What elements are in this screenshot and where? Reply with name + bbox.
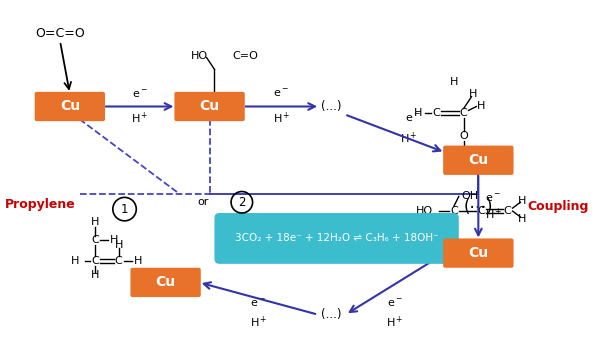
Text: e$^-$: e$^-$ (132, 89, 147, 100)
Text: C: C (115, 256, 123, 266)
Text: e$^-$: e$^-$ (250, 297, 267, 308)
Text: 1: 1 (121, 202, 128, 215)
Text: C=O: C=O (232, 51, 258, 61)
Text: HO: HO (191, 51, 208, 61)
Text: H$^+$: H$^+$ (250, 315, 267, 330)
Text: H: H (91, 217, 99, 227)
Text: (...): (...) (321, 308, 342, 321)
Text: H: H (470, 89, 477, 99)
Text: H$^+$: H$^+$ (400, 131, 417, 146)
Text: C: C (477, 206, 485, 216)
Text: HO: HO (416, 206, 433, 216)
Text: H$^+$: H$^+$ (386, 315, 404, 330)
Text: C: C (450, 206, 458, 216)
Text: H$^+$: H$^+$ (485, 207, 503, 222)
Text: 2: 2 (238, 196, 246, 209)
Text: or: or (197, 197, 208, 207)
Text: Coupling: Coupling (527, 200, 589, 213)
Text: H: H (477, 101, 485, 110)
Text: C: C (92, 256, 99, 266)
Text: Cu: Cu (199, 100, 220, 114)
Text: Propylene: Propylene (5, 198, 76, 211)
Text: Cu: Cu (155, 275, 176, 289)
Text: 3CO₂ + 18e⁻ + 12H₂O ⇌ C₃H₆ + 18OH⁻: 3CO₂ + 18e⁻ + 12H₂O ⇌ C₃H₆ + 18OH⁻ (235, 234, 438, 244)
Text: H: H (114, 240, 123, 250)
Text: H: H (518, 214, 527, 224)
Text: C: C (92, 235, 99, 246)
Text: H$^+$: H$^+$ (273, 110, 290, 126)
FancyBboxPatch shape (175, 92, 245, 121)
Text: Cu: Cu (468, 153, 488, 167)
Text: C: C (460, 108, 468, 118)
FancyBboxPatch shape (443, 146, 514, 175)
Text: C: C (504, 206, 512, 216)
Text: H: H (91, 269, 99, 280)
Text: H: H (110, 235, 118, 246)
Text: H: H (134, 256, 143, 266)
Text: H: H (71, 256, 79, 266)
Text: H: H (450, 77, 458, 87)
Text: Cu: Cu (468, 246, 488, 260)
Text: H$^+$: H$^+$ (131, 110, 149, 126)
Text: e$^-$: e$^-$ (405, 113, 421, 124)
FancyBboxPatch shape (214, 213, 459, 264)
Text: Cu: Cu (60, 100, 80, 114)
Text: H: H (414, 108, 423, 118)
FancyBboxPatch shape (443, 238, 514, 268)
Text: O=C=O: O=C=O (35, 27, 85, 40)
Text: (...): (...) (321, 100, 342, 113)
Text: C: C (432, 108, 440, 118)
Text: e$^-$: e$^-$ (273, 88, 290, 100)
Text: H: H (518, 196, 527, 206)
Text: OH: OH (462, 192, 479, 201)
Text: (⋯): (⋯) (464, 198, 493, 216)
Text: e$^-$: e$^-$ (387, 297, 403, 308)
Text: O: O (459, 131, 468, 141)
FancyBboxPatch shape (131, 268, 201, 297)
FancyBboxPatch shape (35, 92, 105, 121)
Text: e$^-$: e$^-$ (485, 193, 501, 205)
